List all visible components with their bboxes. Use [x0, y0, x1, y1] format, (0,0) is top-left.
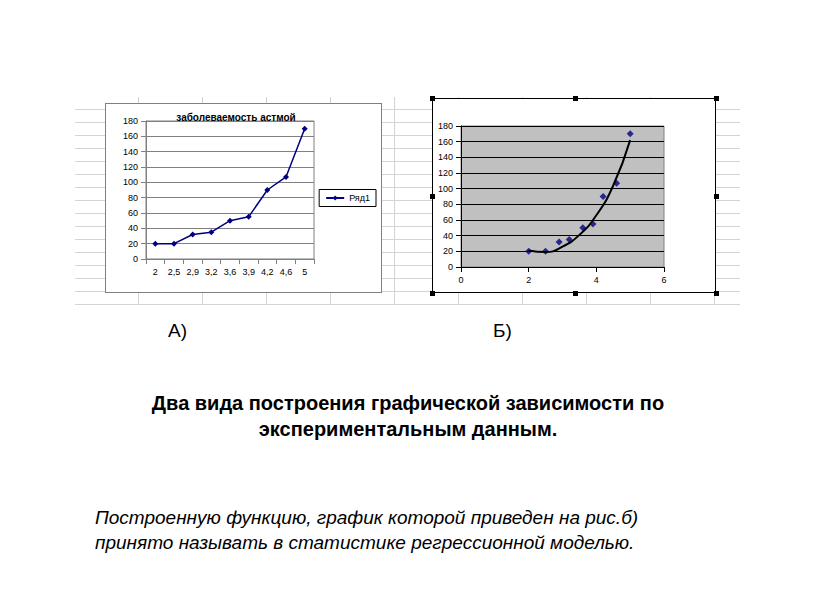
svg-text:120: 120	[123, 162, 138, 172]
svg-text:Ряд1: Ряд1	[349, 193, 370, 203]
svg-text:6: 6	[661, 275, 666, 285]
svg-text:100: 100	[438, 184, 453, 194]
svg-text:0: 0	[133, 254, 138, 264]
svg-text:80: 80	[128, 193, 138, 203]
svg-text:40: 40	[128, 223, 138, 233]
html-text:А): А)	[168, 320, 187, 341]
svg-text:4,6: 4,6	[280, 267, 293, 277]
svg-text:0: 0	[448, 262, 453, 272]
svg-text:4: 4	[594, 275, 599, 285]
svg-text:100: 100	[123, 177, 138, 187]
svg-text:160: 160	[438, 137, 453, 147]
svg-text:5: 5	[302, 267, 307, 277]
svg-text:80: 80	[443, 199, 453, 209]
svg-text:2: 2	[153, 267, 158, 277]
svg-text:20: 20	[128, 239, 138, 249]
svg-text:60: 60	[443, 215, 453, 225]
html-text:Построенную функцию, график ко: Построенную функцию, график которой прив…	[95, 507, 639, 553]
html-text:Б): Б)	[493, 320, 512, 341]
html-text:Два вида построения графическо: Два вида построения графической зависимо…	[151, 392, 665, 440]
svg-text:3,9: 3,9	[242, 267, 255, 277]
svg-text:180: 180	[123, 116, 138, 126]
svg-text:160: 160	[123, 131, 138, 141]
svg-text:140: 140	[123, 147, 138, 157]
svg-text:60: 60	[128, 208, 138, 218]
svg-text:заболеваемость астмой: заболеваемость астмой	[176, 112, 295, 123]
svg-text:0: 0	[458, 275, 463, 285]
svg-text:3,6: 3,6	[224, 267, 237, 277]
svg-text:4,2: 4,2	[261, 267, 274, 277]
svg-text:2,9: 2,9	[186, 267, 199, 277]
svg-text:2,5: 2,5	[168, 267, 181, 277]
svg-text:140: 140	[438, 152, 453, 162]
svg-text:2: 2	[526, 275, 531, 285]
svg-text:180: 180	[438, 121, 453, 131]
svg-text:3,2: 3,2	[205, 267, 218, 277]
svg-text:20: 20	[443, 246, 453, 256]
svg-text:40: 40	[443, 231, 453, 241]
svg-text:120: 120	[438, 168, 453, 178]
